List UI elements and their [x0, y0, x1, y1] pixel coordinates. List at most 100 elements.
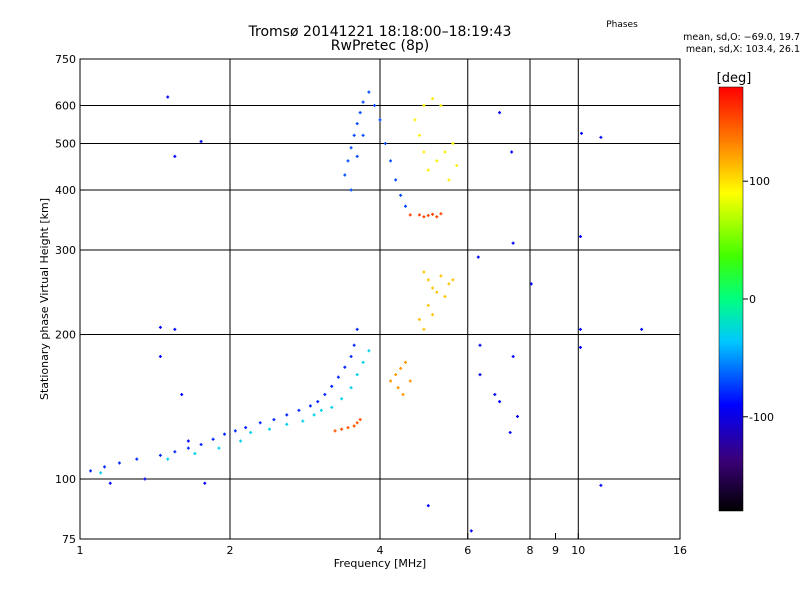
phases-title: Phases	[606, 20, 638, 30]
x-tick-label: 8	[527, 544, 534, 557]
data-point	[389, 159, 393, 163]
data-point	[394, 373, 398, 377]
data-point	[158, 325, 162, 329]
colorbar-label: [deg]	[717, 71, 752, 86]
y-axis: 75 100 200 300 400 500 600 750	[55, 53, 86, 546]
data-point	[578, 345, 582, 349]
data-point	[349, 146, 353, 150]
data-point	[510, 150, 514, 154]
data-points	[89, 90, 644, 533]
data-point	[422, 270, 426, 274]
colorbar-ticks: 100 0 -100	[743, 175, 774, 424]
data-point	[316, 400, 320, 404]
data-point	[367, 349, 371, 353]
y-tick-label: 500	[55, 138, 76, 151]
data-point	[447, 282, 451, 286]
data-point	[451, 278, 455, 282]
data-point	[493, 393, 497, 397]
data-point	[422, 150, 426, 154]
data-point	[173, 450, 177, 454]
data-point	[508, 431, 512, 435]
data-point	[422, 327, 426, 331]
data-point	[343, 173, 347, 177]
data-point	[373, 104, 377, 108]
data-point	[640, 327, 644, 331]
data-point	[435, 159, 439, 163]
data-point	[399, 193, 403, 197]
data-point	[511, 241, 515, 245]
y-axis-label: Stationary phase Virtual Height [km]	[38, 198, 51, 400]
data-point	[99, 471, 103, 475]
data-point	[349, 188, 353, 192]
x-tick-label: 4	[377, 544, 384, 557]
colorbar	[718, 86, 744, 512]
data-point	[355, 421, 359, 425]
data-point	[469, 529, 473, 533]
data-point	[511, 354, 515, 358]
colorbar-tick-label: 100	[749, 175, 770, 188]
phases-x-stats: mean, sd,X: 103.4, 26.1	[685, 44, 800, 55]
y-tick-label: 200	[55, 329, 76, 342]
data-point	[199, 443, 203, 447]
data-point	[599, 135, 603, 139]
data-point	[426, 303, 430, 307]
colorbar-tick-label: 0	[749, 293, 756, 306]
data-point	[443, 295, 447, 299]
data-point	[439, 104, 443, 108]
colorbar-tick-label: -100	[749, 411, 774, 424]
data-point	[349, 354, 353, 358]
data-point	[199, 139, 203, 143]
data-point	[349, 386, 353, 390]
data-point	[352, 424, 356, 428]
data-point	[180, 393, 184, 397]
data-point	[143, 477, 147, 481]
data-point	[355, 122, 359, 126]
y-tick-label: 75	[62, 533, 76, 546]
data-point	[435, 290, 439, 294]
data-point	[203, 481, 207, 485]
data-point	[476, 255, 480, 259]
data-point	[426, 168, 430, 172]
data-point	[431, 97, 435, 101]
data-point	[403, 360, 407, 364]
data-point	[108, 481, 112, 485]
data-point	[352, 133, 356, 137]
data-point	[389, 379, 393, 383]
data-point	[239, 439, 243, 443]
data-point	[193, 452, 197, 456]
x-tick-label: 1	[77, 544, 84, 557]
data-point	[158, 453, 162, 457]
phases-o-stats: mean, sd,O: −69.0, 19.7	[683, 32, 800, 43]
data-point	[498, 111, 502, 115]
data-point	[578, 235, 582, 239]
chart-title: Tromsø 20141221 18:18:00–18:19:43	[248, 24, 512, 40]
data-point	[435, 215, 439, 219]
data-point	[211, 437, 215, 441]
data-point	[515, 414, 519, 418]
data-point	[319, 408, 323, 412]
x-axis: 1 2 4 6 8 9 10 16	[77, 533, 687, 557]
x-tick-label: 6	[464, 544, 471, 557]
data-point	[378, 118, 382, 122]
data-point	[403, 204, 407, 208]
data-point	[413, 118, 417, 122]
data-point	[323, 393, 327, 397]
data-point	[358, 418, 362, 422]
data-point	[308, 404, 312, 408]
data-point	[422, 104, 426, 108]
data-point	[217, 446, 221, 450]
x-tick-label: 10	[571, 544, 585, 557]
data-point	[447, 178, 451, 182]
data-point	[258, 421, 262, 425]
data-point	[355, 327, 359, 331]
data-point	[367, 90, 371, 94]
data-point	[431, 286, 435, 290]
data-point	[244, 426, 248, 430]
data-point	[578, 327, 582, 331]
data-point	[401, 393, 405, 397]
x-tick-label: 9	[552, 544, 559, 557]
y-tick-label: 300	[55, 244, 76, 257]
data-point	[166, 95, 170, 99]
data-point	[158, 354, 162, 358]
y-tick-label: 600	[55, 100, 76, 113]
